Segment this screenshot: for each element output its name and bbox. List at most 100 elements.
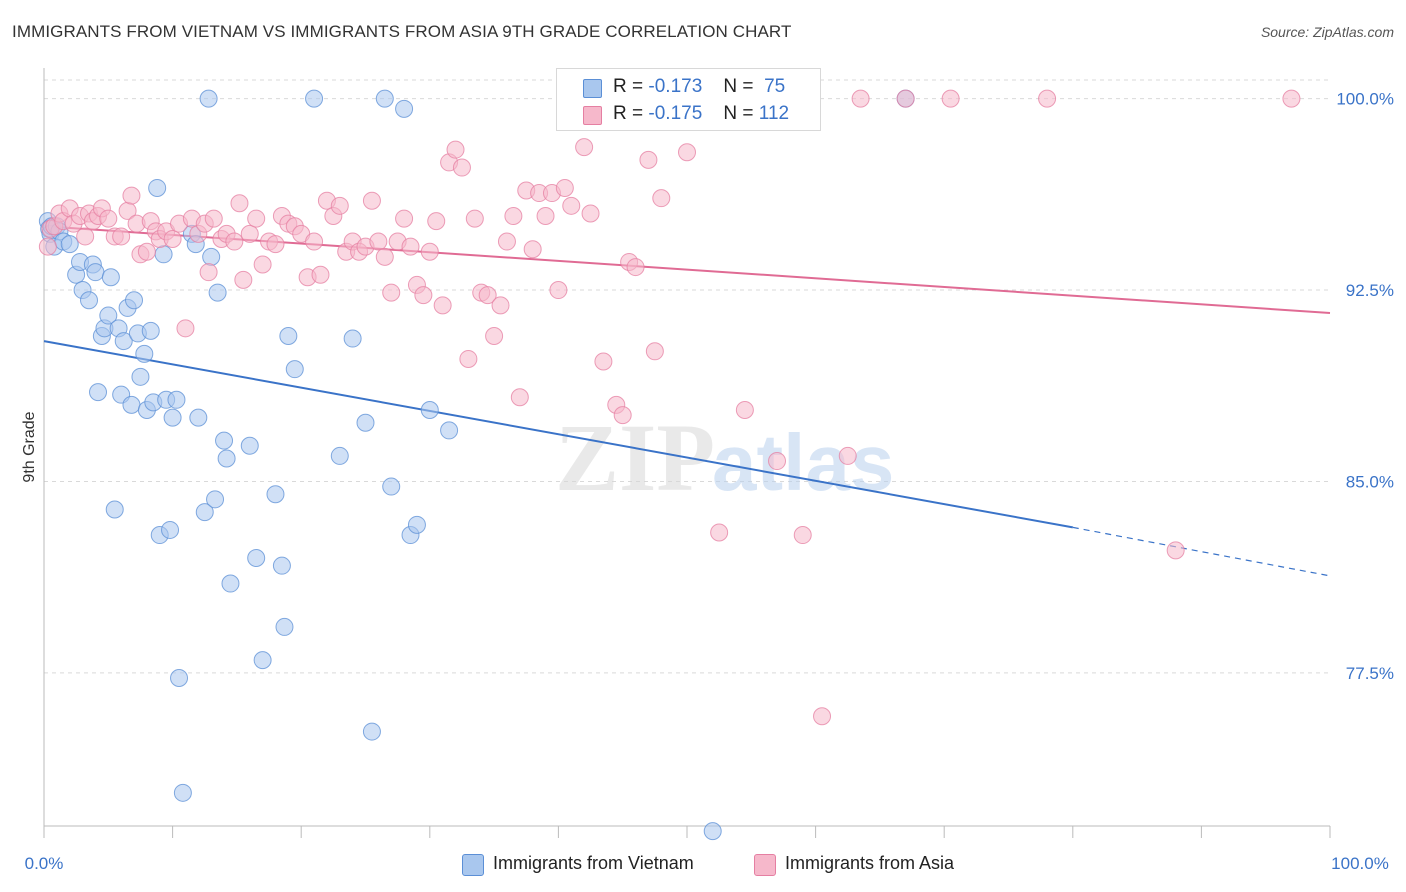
data-point <box>305 89 324 108</box>
data-point <box>76 227 95 246</box>
data-point <box>555 178 574 197</box>
trend-line-vietnam-extension <box>1072 526 1331 577</box>
data-point <box>272 556 291 575</box>
data-point <box>135 344 154 363</box>
data-point <box>99 209 118 228</box>
bottom-legend-label-asia: Immigrants from Asia <box>785 853 955 873</box>
legend-n-label: N = <box>723 76 754 97</box>
data-point <box>176 319 195 338</box>
data-point <box>768 452 787 471</box>
data-point <box>446 140 465 159</box>
data-point <box>407 515 426 534</box>
chart-title: IMMIGRANTS FROM VIETNAM VS IMMIGRANTS FR… <box>12 22 792 41</box>
data-point <box>562 196 581 215</box>
data-point <box>167 390 186 409</box>
data-point <box>125 291 144 310</box>
y-axis-label: 9th Grade <box>21 411 38 482</box>
data-point <box>395 99 414 118</box>
x-ticks <box>43 826 1331 838</box>
data-point <box>199 89 218 108</box>
data-point <box>459 349 478 368</box>
data-point <box>414 286 433 305</box>
data-point <box>163 408 182 427</box>
data-point <box>240 436 259 455</box>
legend-r-label: R = <box>613 103 644 124</box>
data-point <box>122 186 141 205</box>
data-point <box>161 520 180 539</box>
data-point <box>703 822 722 841</box>
data-point <box>230 194 249 213</box>
data-point <box>195 503 214 522</box>
data-point <box>427 212 446 231</box>
data-point <box>581 204 600 223</box>
data-point <box>896 89 915 108</box>
data-point <box>311 265 330 284</box>
data-point <box>99 306 118 325</box>
data-point <box>735 400 754 419</box>
bottom-legend-swatch-asia <box>754 854 776 876</box>
data-point <box>626 258 645 277</box>
data-point <box>510 388 529 407</box>
data-point <box>285 360 304 379</box>
legend-n-value: 112 <box>758 103 790 124</box>
data-point <box>485 326 504 345</box>
data-point <box>523 240 542 259</box>
data-point <box>793 526 812 545</box>
watermark-atlas: atlas <box>712 418 894 507</box>
data-point <box>234 270 253 289</box>
legend-swatch-asia <box>583 106 602 125</box>
series-vietnam <box>38 89 915 841</box>
data-point <box>382 477 401 496</box>
trend-line-vietnam <box>43 340 1073 529</box>
bottom-legend-swatch-vietnam <box>462 854 484 876</box>
data-point <box>101 268 120 287</box>
data-point <box>356 413 375 432</box>
data-point <box>154 245 173 264</box>
x-tick-label-max: 100.0% <box>1331 854 1389 873</box>
data-point <box>613 406 632 425</box>
data-point <box>89 383 108 402</box>
data-point <box>710 523 729 542</box>
data-point <box>420 400 439 419</box>
y-tick-labels: 77.5% 85.0% 92.5% 100.0% <box>1336 90 1394 683</box>
data-point <box>275 617 294 636</box>
data-point <box>266 235 285 254</box>
data-point <box>253 651 272 670</box>
data-point <box>217 449 236 468</box>
data-point <box>105 500 124 519</box>
stats-legend: R = -0.173 N = 75 R = -0.175 N = 112 <box>556 68 821 131</box>
data-point <box>247 549 266 568</box>
data-point <box>549 281 568 300</box>
data-point <box>330 446 349 465</box>
bottom-legend-label-vietnam: Immigrants from Vietnam <box>493 853 694 873</box>
data-point <box>478 286 497 305</box>
legend-r-value: -0.175 <box>648 103 703 124</box>
data-point <box>206 490 225 509</box>
y-tick-label: 100.0% <box>1336 90 1394 109</box>
data-point <box>652 189 671 208</box>
data-point <box>678 143 696 162</box>
legend-r-value: -0.173 <box>648 76 703 97</box>
data-point <box>173 783 192 802</box>
source-credit: Source: ZipAtlas.com <box>1260 24 1394 40</box>
data-point <box>202 247 221 266</box>
data-point <box>247 209 266 228</box>
data-point <box>851 89 870 108</box>
data-point <box>86 263 105 282</box>
data-point <box>204 209 223 228</box>
data-point <box>225 232 244 251</box>
data-points <box>38 89 1301 841</box>
data-point <box>199 263 218 282</box>
data-point <box>575 138 594 157</box>
y-tick-label: 92.5% <box>1346 281 1394 300</box>
data-point <box>60 235 79 254</box>
legend-n-value: 75 <box>764 76 786 97</box>
data-point <box>1038 89 1057 108</box>
y-tick-label: 85.0% <box>1346 472 1394 491</box>
data-point <box>491 296 510 315</box>
x-tick-label-min: 0.0% <box>25 854 64 873</box>
series-asia <box>38 89 1301 726</box>
data-point <box>362 191 381 210</box>
data-point <box>215 431 234 450</box>
